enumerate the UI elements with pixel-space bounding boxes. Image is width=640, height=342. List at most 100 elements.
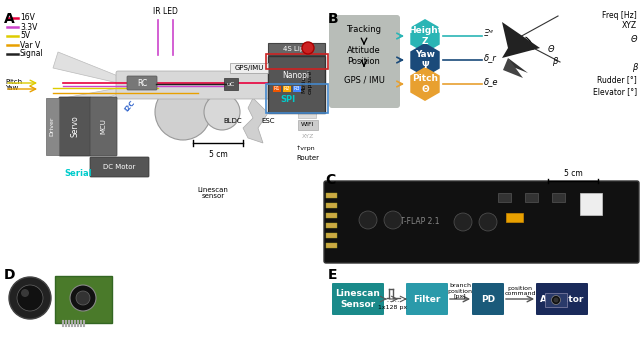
FancyBboxPatch shape	[506, 213, 523, 222]
Polygon shape	[502, 22, 540, 58]
FancyBboxPatch shape	[525, 193, 538, 202]
Text: Rudder [°]: Rudder [°]	[597, 76, 637, 84]
Text: IR LED: IR LED	[152, 7, 177, 16]
Text: MCU: MCU	[100, 118, 106, 134]
Text: I2C: I2C	[124, 99, 136, 113]
Text: RC: RC	[137, 79, 147, 88]
FancyBboxPatch shape	[406, 283, 448, 315]
Polygon shape	[53, 52, 118, 83]
Circle shape	[302, 42, 314, 54]
Circle shape	[204, 94, 240, 130]
Text: Serial: Serial	[64, 169, 92, 177]
Circle shape	[70, 285, 96, 311]
FancyBboxPatch shape	[326, 223, 337, 228]
Text: XYZ: XYZ	[302, 134, 314, 140]
Text: Tracking: Tracking	[346, 26, 381, 35]
FancyBboxPatch shape	[230, 63, 268, 73]
Text: Linescan
sensor: Linescan sensor	[198, 186, 228, 199]
Circle shape	[554, 298, 559, 303]
Text: XYZ: XYZ	[622, 22, 637, 30]
Text: 3.3V: 3.3V	[20, 23, 37, 31]
FancyBboxPatch shape	[224, 78, 238, 90]
Text: Motion
capture: Motion capture	[301, 70, 312, 94]
Text: PD: PD	[481, 294, 495, 303]
FancyBboxPatch shape	[283, 86, 291, 92]
Text: Freq [Hz]: Freq [Hz]	[602, 12, 637, 21]
FancyBboxPatch shape	[46, 98, 59, 155]
Text: Pitch: Pitch	[5, 79, 22, 85]
Text: SPI: SPI	[280, 95, 296, 105]
Text: 16V: 16V	[20, 13, 35, 23]
Text: Yaw
Ψ: Yaw Ψ	[415, 50, 435, 70]
Text: R1: R1	[274, 87, 280, 92]
Text: GPS/IMU: GPS/IMU	[234, 65, 264, 71]
Text: branch
position
[px]: branch position [px]	[447, 283, 472, 299]
Text: D: D	[4, 268, 15, 282]
Text: Servo: Servo	[70, 115, 79, 137]
Circle shape	[9, 277, 51, 319]
Circle shape	[21, 289, 29, 297]
Text: δ_e: δ_e	[484, 78, 499, 87]
Text: WIFI: WIFI	[301, 122, 315, 128]
Text: ESC: ESC	[261, 118, 275, 124]
FancyBboxPatch shape	[329, 15, 400, 108]
FancyBboxPatch shape	[55, 276, 112, 323]
FancyBboxPatch shape	[552, 193, 565, 202]
Text: 5 cm: 5 cm	[564, 169, 582, 178]
FancyBboxPatch shape	[298, 46, 316, 118]
Text: 4S Lipo: 4S Lipo	[284, 46, 308, 52]
Polygon shape	[410, 19, 440, 53]
FancyBboxPatch shape	[326, 203, 337, 208]
FancyBboxPatch shape	[293, 86, 301, 92]
Circle shape	[155, 84, 211, 140]
FancyBboxPatch shape	[324, 181, 639, 263]
Text: uC: uC	[227, 81, 235, 87]
Text: position
command: position command	[504, 286, 536, 297]
Circle shape	[76, 291, 90, 305]
Polygon shape	[410, 43, 440, 77]
FancyBboxPatch shape	[273, 86, 281, 92]
FancyBboxPatch shape	[268, 56, 325, 113]
Text: Pitch
Θ: Pitch Θ	[412, 74, 438, 94]
Text: Actuator: Actuator	[540, 294, 584, 303]
Polygon shape	[410, 67, 440, 101]
Text: R3: R3	[294, 87, 300, 92]
Text: Router: Router	[296, 155, 319, 161]
Text: β: β	[632, 64, 637, 73]
FancyBboxPatch shape	[298, 120, 318, 130]
Polygon shape	[508, 58, 528, 73]
Text: 5V: 5V	[20, 31, 30, 40]
FancyBboxPatch shape	[326, 233, 337, 238]
FancyBboxPatch shape	[326, 213, 337, 218]
Circle shape	[479, 213, 497, 231]
Text: Ξᴹ: Ξᴹ	[484, 29, 493, 39]
Circle shape	[454, 213, 472, 231]
Polygon shape	[243, 98, 268, 143]
Text: T-FLAP 2.1: T-FLAP 2.1	[400, 218, 440, 226]
FancyBboxPatch shape	[536, 283, 588, 315]
Polygon shape	[503, 58, 523, 78]
Text: BLDC: BLDC	[224, 118, 243, 124]
Text: E: E	[328, 268, 337, 282]
FancyBboxPatch shape	[545, 293, 567, 307]
Text: δ_r: δ_r	[484, 53, 497, 63]
FancyBboxPatch shape	[580, 193, 602, 215]
FancyBboxPatch shape	[332, 283, 384, 315]
Circle shape	[384, 211, 402, 229]
Text: Driver: Driver	[49, 116, 54, 136]
Text: DC Motor: DC Motor	[103, 164, 135, 170]
Polygon shape	[53, 88, 118, 115]
Text: B: B	[328, 12, 339, 26]
Text: Elevator [°]: Elevator [°]	[593, 88, 637, 96]
Text: Var V: Var V	[20, 40, 40, 50]
FancyBboxPatch shape	[59, 97, 91, 156]
FancyBboxPatch shape	[90, 97, 117, 156]
Text: Nanopi: Nanopi	[282, 70, 310, 79]
FancyBboxPatch shape	[116, 71, 278, 99]
FancyBboxPatch shape	[127, 76, 157, 90]
Text: Filter: Filter	[413, 294, 441, 303]
FancyBboxPatch shape	[326, 193, 337, 198]
FancyBboxPatch shape	[268, 43, 325, 55]
Text: Linescan
Sensor: Linescan Sensor	[335, 289, 380, 309]
FancyBboxPatch shape	[326, 243, 337, 248]
